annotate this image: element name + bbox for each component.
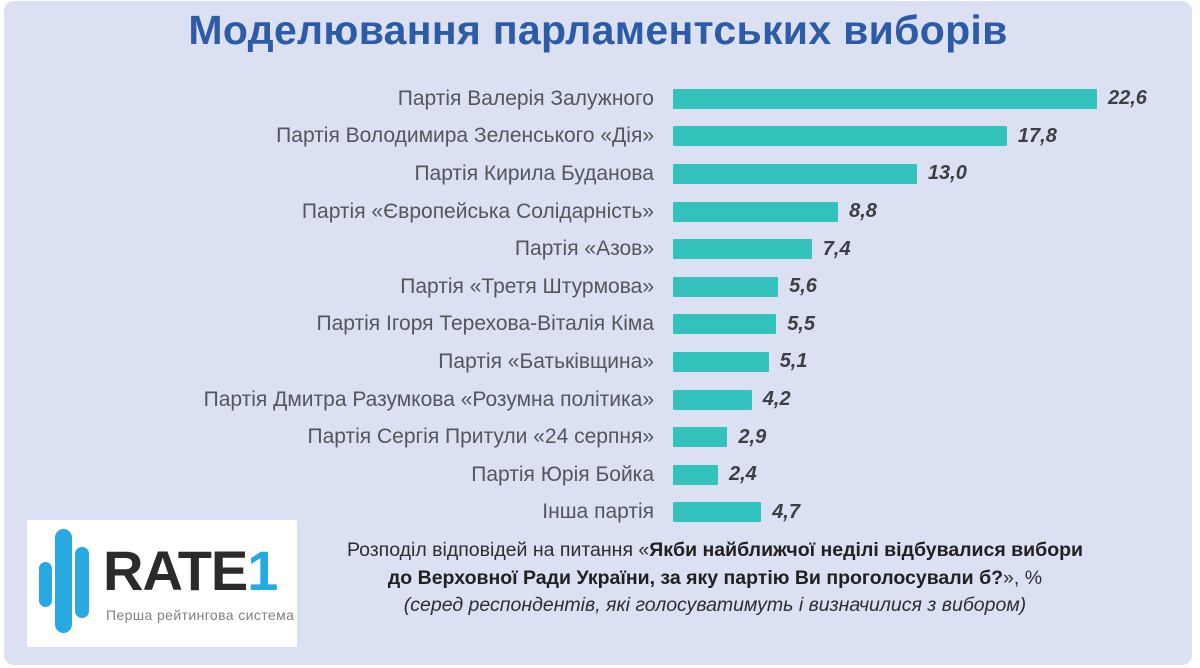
value-label: 4,2 — [762, 388, 791, 411]
party-label: Інша партія — [542, 500, 654, 524]
value-label: 22,6 — [1108, 87, 1147, 110]
party-label: Партія Сергія Притули «24 серпня» — [307, 425, 655, 449]
chart-row: Партія Валерія Залужного 22,6 — [4, 80, 1192, 118]
bar — [673, 389, 752, 410]
bar — [673, 201, 839, 222]
value-label: 17,8 — [1017, 124, 1057, 147]
party-label: Партія «Азов» — [514, 237, 654, 261]
equalizer-bar-medium — [75, 547, 89, 618]
bar — [673, 88, 1097, 109]
bar — [673, 276, 779, 297]
bar — [673, 464, 718, 485]
value-label: 2,9 — [738, 425, 767, 448]
value-label: 13,0 — [927, 162, 967, 185]
bar — [673, 351, 769, 372]
chart-row: Партія Сергія Притули «24 серпня» 2,9 — [4, 418, 1192, 456]
equalizer-bar-tall — [55, 529, 72, 633]
chart-card: Моделювання парламентських виборів Парті… — [4, 1, 1192, 665]
chart-row: Партія «Батьківщина» 5,1 — [4, 343, 1192, 381]
chart-title: Моделювання парламентських виборів — [188, 7, 1008, 53]
bar — [673, 314, 777, 335]
party-label: Партія Юрія Бойка — [471, 462, 654, 486]
footnote-line-3: (серед респондентів, які голосуватимуть … — [403, 594, 1027, 616]
party-label: Партія Кирила Буданова — [414, 161, 654, 185]
value-label: 5,6 — [789, 275, 817, 298]
bar — [673, 126, 1007, 147]
value-label: 8,8 — [849, 200, 877, 223]
logo-brand-one: 1 — [247, 539, 278, 602]
chart-row: Інша партія 4,7 — [4, 494, 1192, 532]
value-label: 7,4 — [822, 237, 851, 260]
chart-row: Партія Кирила Буданова 13,0 — [4, 155, 1192, 193]
party-label: Партія «Батьківщина» — [438, 349, 654, 373]
bar-chart: Партія Валерія Залужного 22,6 Партія Волод… — [4, 80, 1192, 531]
footnote-line-1: Розподіл відповідей на питання «Якби най… — [300, 537, 1130, 565]
party-label: Партія «Європейська Солідарність» — [301, 199, 654, 223]
party-label: Партія Валерія Залужного — [397, 86, 654, 110]
chart-row: Партія Юрія Бойка 2,4 — [4, 456, 1192, 494]
chart-row: Партія Володимира Зеленського «Дія» 17,8 — [4, 118, 1192, 156]
chart-row: Партія Дмитра Разумкова «Розумна політик… — [4, 381, 1192, 419]
party-label: Партія Володимира Зеленського «Дія» — [276, 124, 654, 148]
value-label: 4,7 — [772, 500, 800, 523]
value-label: 2,4 — [729, 463, 757, 486]
footnote-line2-regular: », % — [1003, 566, 1043, 589]
equalizer-bar-short — [39, 562, 52, 607]
party-label: Партія Дмитра Разумкова «Розумна політик… — [203, 387, 654, 411]
bar — [673, 239, 812, 260]
rate1-logo: RATE1 Перша рейтингова система — [27, 520, 297, 647]
footnote-line1-regular: Розподіл відповідей на питання « — [346, 539, 650, 561]
footnote-line1-bold: Якби найближчої неділі відбувалися вибор… — [649, 539, 1084, 561]
footnote-line2-bold: до Верховної Ради України, за яку партію… — [387, 566, 1004, 589]
bar — [673, 427, 728, 448]
footnote-line-2: до Верховної Ради України, за яку партію… — [300, 565, 1130, 593]
party-label: Партія Ігоря Терехова-Віталія Кіма — [316, 312, 654, 336]
value-label: 5,5 — [787, 312, 815, 335]
logo-tagline: Перша рейтингова система — [106, 607, 295, 623]
bar — [673, 163, 917, 184]
footnote: Розподіл відповідей на питання «Якби най… — [300, 537, 1130, 620]
bar — [673, 502, 762, 523]
party-label: Партія «Третя Штурмова» — [400, 274, 654, 298]
logo-brand-rate: RATE — [103, 539, 248, 602]
chart-row: Партія «Азов» 7,4 — [4, 230, 1192, 268]
chart-row: Партія Ігоря Терехова-Віталія Кіма 5,5 — [4, 306, 1192, 344]
value-label: 5,1 — [779, 350, 808, 373]
chart-row: Партія «Європейська Солідарність» 8,8 — [4, 193, 1192, 231]
chart-row: Партія «Третя Штурмова» 5,6 — [4, 268, 1192, 306]
logo-brand-text: RATE1 — [103, 543, 278, 599]
